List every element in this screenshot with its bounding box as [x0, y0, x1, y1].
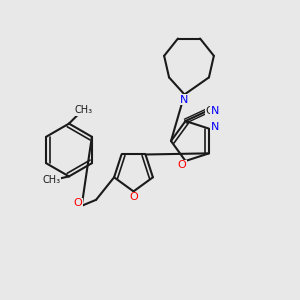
Text: N: N — [211, 122, 219, 132]
Text: O: O — [74, 198, 82, 208]
Text: C: C — [206, 106, 213, 116]
Text: N: N — [180, 95, 189, 105]
Text: CH₃: CH₃ — [43, 175, 61, 185]
Text: O: O — [178, 160, 186, 170]
Text: N: N — [211, 106, 219, 116]
Text: O: O — [129, 192, 138, 203]
Text: CH₃: CH₃ — [74, 105, 92, 115]
